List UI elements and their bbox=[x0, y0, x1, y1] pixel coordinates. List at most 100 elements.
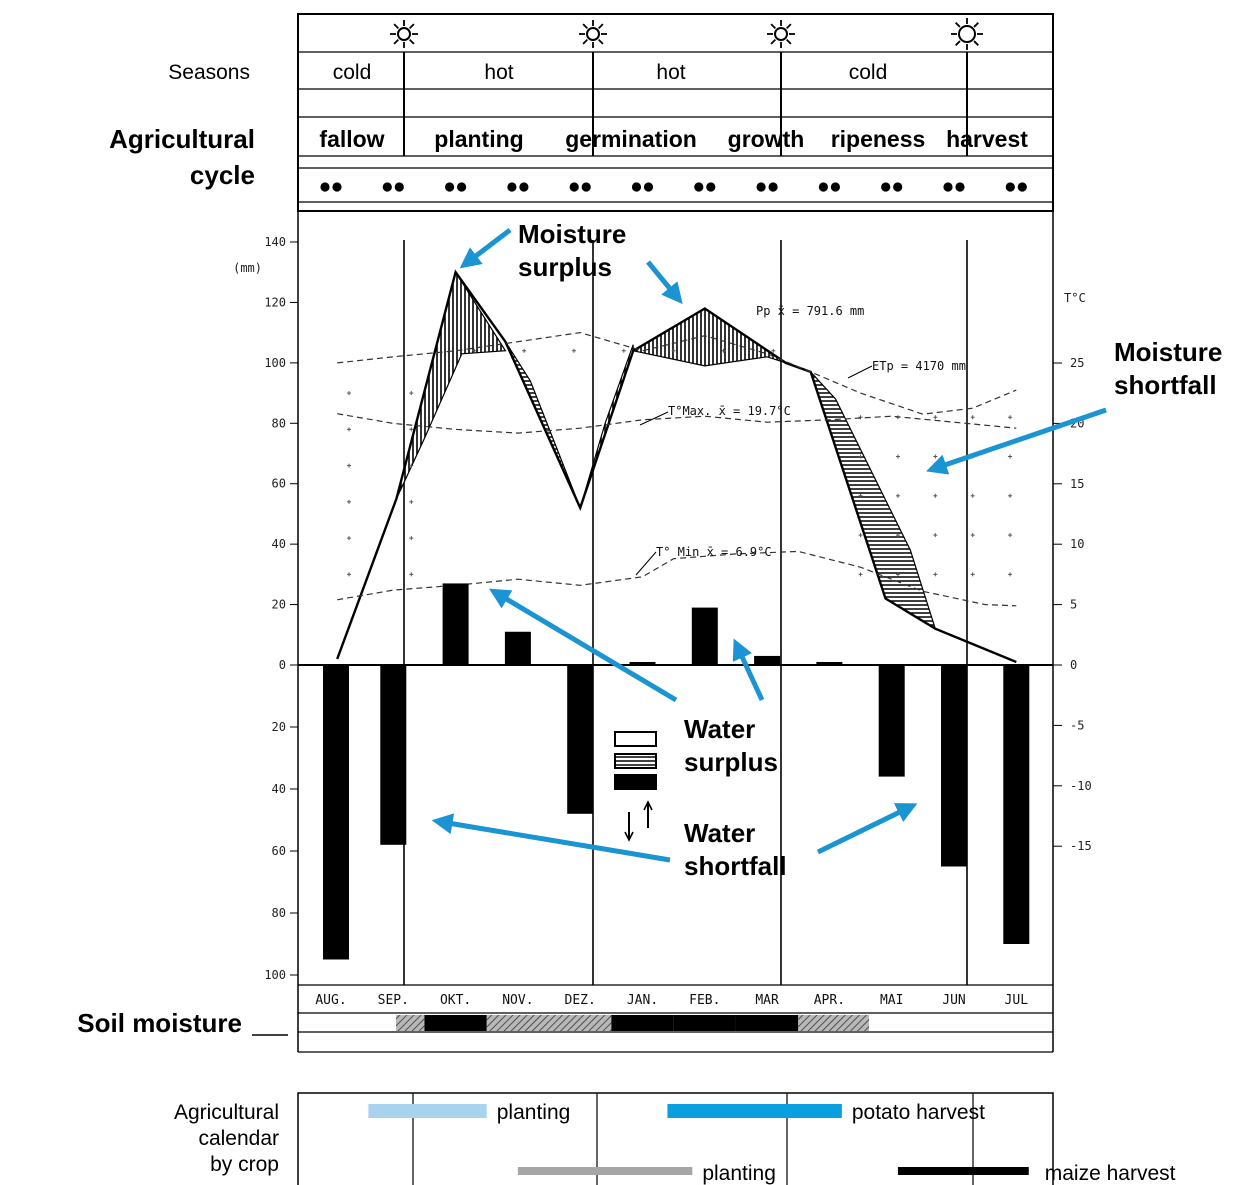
dot-row bbox=[320, 182, 1027, 192]
y-tick-label: 100 bbox=[264, 968, 286, 982]
series-lines bbox=[336, 269, 1017, 664]
agricultural-cycle-label-line2: cycle bbox=[190, 160, 255, 190]
y-tick-label: 20 bbox=[272, 598, 286, 612]
dot bbox=[394, 182, 404, 192]
month-label: APR. bbox=[814, 993, 845, 1008]
arrow-water-surplus-right bbox=[732, 638, 765, 702]
shortfall-hatch-apr bbox=[810, 371, 937, 631]
moisture-surplus-callout-line1: Moisture bbox=[518, 219, 626, 249]
water-balance-bars bbox=[323, 583, 1030, 960]
callout-arrows bbox=[431, 228, 1107, 863]
right-tick-label: 15 bbox=[1070, 477, 1084, 491]
y-axis-ticks: 140120100806040200204060801002520151050-… bbox=[264, 235, 1091, 982]
sun-icon bbox=[390, 20, 418, 48]
water-balance-bar bbox=[941, 665, 967, 867]
dot bbox=[581, 182, 591, 192]
calendar-frame bbox=[297, 1092, 1054, 1185]
water-balance-bar bbox=[691, 607, 718, 665]
surplus-hatch-oct bbox=[395, 270, 507, 500]
soil-moisture-row bbox=[396, 1015, 869, 1031]
month-label: JAN. bbox=[627, 993, 658, 1008]
soil-moisture-cell bbox=[549, 1015, 612, 1031]
dot bbox=[955, 182, 965, 192]
calendar-label-line1: Agricultural bbox=[174, 1101, 279, 1124]
season-label: hot bbox=[484, 61, 513, 84]
dot bbox=[507, 182, 517, 192]
arrow-moisture-surplus-left bbox=[459, 228, 512, 269]
potato-harvest-label: potato harvest bbox=[852, 1101, 985, 1124]
water-balance-bar bbox=[1003, 665, 1030, 944]
left-axis-unit: (mm) bbox=[233, 261, 262, 275]
header-frame bbox=[297, 13, 1054, 212]
etp-line bbox=[337, 331, 1017, 415]
dot bbox=[631, 182, 642, 192]
season-labels: cold hot hot cold bbox=[333, 61, 888, 84]
maize-planting-label: planting bbox=[702, 1162, 776, 1185]
month-label: DEZ. bbox=[565, 993, 596, 1008]
sun-icon bbox=[767, 20, 795, 48]
dot bbox=[1005, 182, 1015, 192]
y-tick-label: 80 bbox=[272, 906, 286, 920]
water-balance-bar bbox=[754, 655, 781, 665]
tmax-annotation: T°Max. x̄ = 19.7°C bbox=[668, 404, 791, 418]
cycle-stage-label: ripeness bbox=[831, 126, 926, 152]
maize-planting-bar bbox=[517, 1167, 693, 1175]
sun-icon bbox=[579, 20, 607, 48]
sun-icons bbox=[390, 18, 983, 50]
y-tick-label: 60 bbox=[272, 477, 286, 491]
month-label: NOV. bbox=[502, 993, 533, 1008]
seasons-label: Seasons bbox=[168, 61, 250, 84]
dot bbox=[320, 182, 330, 192]
soil-moisture-cell bbox=[396, 1015, 425, 1031]
tmax-leader bbox=[639, 411, 669, 426]
y-tick-label: 40 bbox=[272, 537, 286, 551]
month-label: OKT. bbox=[440, 993, 471, 1008]
dot bbox=[756, 182, 766, 192]
sun-icon bbox=[951, 18, 983, 50]
cycle-stage-label: growth bbox=[728, 126, 805, 152]
dot bbox=[519, 182, 529, 192]
dot bbox=[445, 182, 455, 192]
dot bbox=[893, 182, 903, 192]
tmin-line bbox=[337, 550, 1017, 607]
water-shortfall-callout-line2: shortfall bbox=[684, 851, 787, 881]
arrow-water-shortfall-left bbox=[431, 813, 671, 863]
water-balance-bar bbox=[504, 631, 531, 665]
arrow-water-surplus-left bbox=[488, 588, 678, 703]
dot bbox=[382, 182, 392, 192]
moisture-shortfall-callout-line1: Moisture bbox=[1114, 337, 1222, 367]
y-tick-label: 120 bbox=[264, 295, 286, 309]
right-tick-label: 10 bbox=[1070, 537, 1084, 551]
y-tick-label: 140 bbox=[264, 235, 286, 249]
water-shortfall-callout-line1: Water bbox=[684, 818, 755, 848]
right-tick-label: 5 bbox=[1070, 598, 1077, 612]
water-surplus-callout-line2: surplus bbox=[684, 747, 778, 777]
month-label: FEB. bbox=[689, 993, 720, 1008]
cycle-stage-label: germination bbox=[565, 126, 697, 152]
month-label: JUL bbox=[1005, 993, 1029, 1008]
precip-annotation: Pp x̄ = 791.6 mm bbox=[756, 304, 864, 318]
tmin-leader bbox=[635, 551, 657, 576]
cycle-stage-label: planting bbox=[434, 126, 523, 152]
water-balance-bar bbox=[323, 665, 349, 960]
right-tick-label: -10 bbox=[1070, 779, 1092, 793]
chart-frame bbox=[297, 211, 1054, 1053]
season-label: hot bbox=[656, 61, 685, 84]
water-surplus-callout-line1: Water bbox=[684, 714, 755, 744]
surplus-shortfall-hatches bbox=[395, 270, 937, 631]
calendar-label-line2: calendar bbox=[198, 1127, 279, 1150]
y-tick-label: 20 bbox=[272, 720, 286, 734]
y-tick-label: 40 bbox=[272, 782, 286, 796]
dot bbox=[818, 182, 829, 192]
dot bbox=[694, 182, 704, 192]
month-label: AUG. bbox=[315, 993, 346, 1008]
right-tick-label: 0 bbox=[1070, 658, 1077, 672]
potato-planting-bar bbox=[368, 1104, 487, 1118]
soil-moisture-cell bbox=[673, 1015, 736, 1031]
dot bbox=[1017, 182, 1027, 192]
etp-leader bbox=[847, 365, 873, 379]
arrow-water-shortfall-right bbox=[816, 803, 918, 855]
dot bbox=[643, 182, 654, 192]
cycle-stage-labels: fallow planting germination growth ripeness h… bbox=[319, 126, 1028, 152]
